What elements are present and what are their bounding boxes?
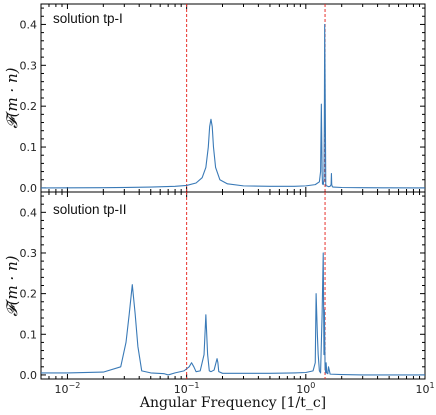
y-tick-label: 0.0 [20,182,38,195]
y-tick-label: 0.3 [20,59,38,72]
panel-tp-I: solution tp-I 𝓕(m · n) 0.0 0.1 0.2 0.3 0.4 [3,3,426,195]
y-axis-label-text: 𝓕(m · n) [3,255,21,316]
y-tick-label: 0.2 [20,100,38,113]
y-tick-label: 0.3 [20,247,38,260]
y-tick-label: 0.4 [20,206,38,219]
y-axis-label: 𝓕(m · n) [3,67,21,128]
plot-frame [40,3,426,193]
y-tick-label: 0.1 [20,141,38,154]
y-tick-label: 0.1 [20,328,38,341]
plot-frame [40,191,426,380]
series-line [41,252,425,376]
svg-text:𝓕(m · n): 𝓕(m · n) [3,67,21,128]
axis-ticks: 0.0 0.1 0.2 0.3 0.4 10−2 10−1 100 101 [20,192,435,396]
svg-text:𝓕(m · n): 𝓕(m · n) [3,255,21,316]
panel-tp-II: solution tp-II 𝓕(m · n) Angular Frequenc… [3,191,435,411]
series-line [40,23,426,189]
y-axis-label: 𝓕(m · n) [3,255,21,316]
y-tick-label: 0.4 [20,18,38,31]
y-axis-label-text: 𝓕(m · n) [3,67,21,128]
axis-ticks: 0.0 0.1 0.2 0.3 0.4 [20,4,426,195]
panel-label: solution tp-II [53,202,127,217]
panel-label: solution tp-I [53,11,123,26]
x-tick-label: 101 [415,381,434,396]
x-tick-label: 10−2 [55,381,81,396]
x-axis-label: Angular Frequency [1/t_c] [139,395,326,411]
x-tick-label: 10−1 [174,381,200,396]
x-tick-label: 100 [296,381,315,396]
y-tick-label: 0.0 [20,369,38,382]
y-tick-label: 0.2 [20,288,38,301]
